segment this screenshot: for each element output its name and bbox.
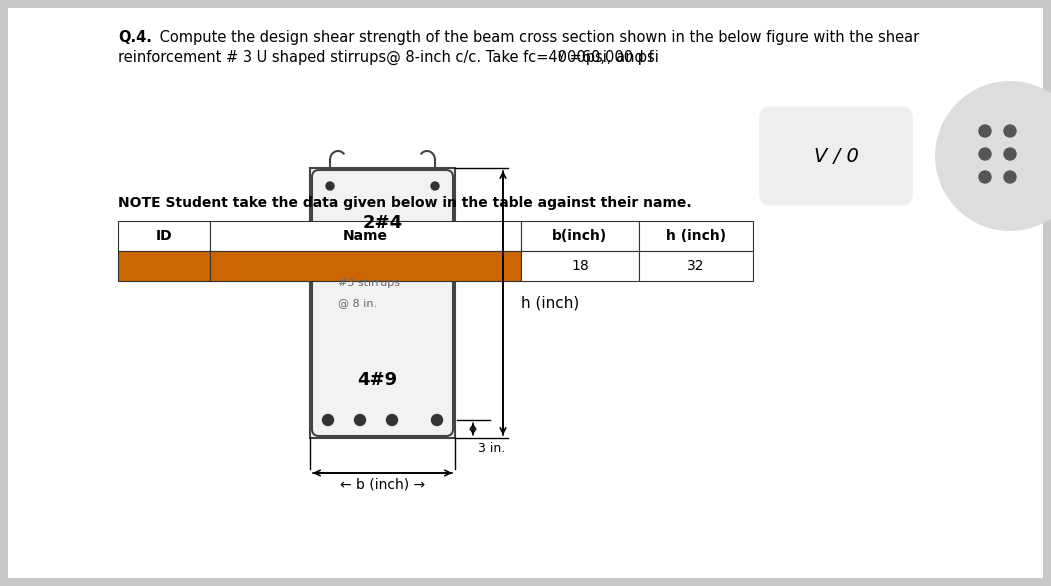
Text: reinforcement # 3 U shaped stirrups@ 8-inch c/c. Take fc=4000psi, and f: reinforcement # 3 U shaped stirrups@ 8-i… bbox=[118, 50, 654, 65]
Circle shape bbox=[323, 414, 333, 425]
Circle shape bbox=[978, 148, 991, 160]
Bar bbox=[639, 221, 753, 251]
Bar bbox=[210, 221, 521, 251]
Circle shape bbox=[978, 171, 991, 183]
Circle shape bbox=[1004, 171, 1016, 183]
Bar bbox=[118, 251, 210, 281]
Text: 4#9: 4#9 bbox=[357, 371, 397, 389]
Text: 18: 18 bbox=[571, 259, 589, 273]
Text: b(inch): b(inch) bbox=[553, 229, 607, 243]
Circle shape bbox=[978, 125, 991, 137]
Bar bbox=[210, 251, 521, 281]
Bar bbox=[310, 168, 455, 438]
FancyBboxPatch shape bbox=[8, 8, 1043, 578]
Bar bbox=[118, 221, 210, 251]
Circle shape bbox=[326, 182, 334, 190]
Text: @ 8 in.: @ 8 in. bbox=[338, 298, 377, 308]
Text: 3 in.: 3 in. bbox=[478, 442, 506, 455]
Text: V / 0: V / 0 bbox=[813, 146, 859, 165]
Circle shape bbox=[431, 182, 439, 190]
Text: 2#4: 2#4 bbox=[363, 214, 403, 232]
Circle shape bbox=[354, 414, 366, 425]
Text: 32: 32 bbox=[687, 259, 704, 273]
Text: h (inch): h (inch) bbox=[665, 229, 726, 243]
Text: #3 stirrups: #3 stirrups bbox=[338, 278, 400, 288]
Bar bbox=[521, 251, 639, 281]
FancyBboxPatch shape bbox=[759, 107, 913, 206]
Text: ← b (inch) →: ← b (inch) → bbox=[339, 478, 425, 492]
FancyBboxPatch shape bbox=[312, 170, 453, 436]
Circle shape bbox=[432, 414, 442, 425]
Text: ID: ID bbox=[156, 229, 172, 243]
Circle shape bbox=[387, 414, 397, 425]
Text: y: y bbox=[558, 48, 565, 61]
Text: Compute the design shear strength of the beam cross section shown in the below f: Compute the design shear strength of the… bbox=[154, 30, 920, 45]
Text: h (inch): h (inch) bbox=[521, 295, 579, 311]
Circle shape bbox=[935, 81, 1051, 231]
Circle shape bbox=[1004, 125, 1016, 137]
Bar bbox=[521, 221, 639, 251]
Circle shape bbox=[1004, 148, 1016, 160]
Text: NOTE Student take the data given below in the table against their name.: NOTE Student take the data given below i… bbox=[118, 196, 692, 210]
Text: Name: Name bbox=[343, 229, 388, 243]
Text: Q.4.: Q.4. bbox=[118, 30, 152, 45]
Text: =60,000 psi: =60,000 psi bbox=[565, 50, 659, 65]
Bar bbox=[639, 251, 753, 281]
